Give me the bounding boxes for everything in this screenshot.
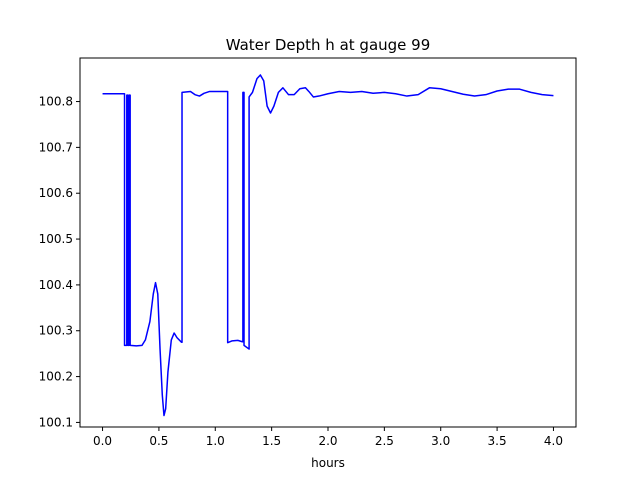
y-tick-label: 100.2 [39,370,73,384]
x-tick-label: 1.5 [262,434,281,448]
x-tick-label: 2.0 [318,434,337,448]
x-tick-label: 3.0 [431,434,450,448]
axes-background [80,58,576,427]
y-tick-label: 100.1 [39,415,73,429]
series-line [102,74,554,417]
x-tick-label: 0.5 [149,434,168,448]
y-tick-label: 100.5 [39,232,73,246]
y-tick-label: 100.4 [39,278,73,292]
x-tick-label: 3.5 [488,434,507,448]
y-tick-label: 100.6 [39,186,73,200]
x-tick-label: 4.0 [544,434,563,448]
x-tick-label: 0.0 [93,434,112,448]
x-tick-label: 1.0 [206,434,225,448]
x-axis: 0.0 0.5 1.0 1.5 2.0 2.5 3.0 3.5 4.0 [93,427,563,448]
series-layer [102,74,554,417]
x-axis-label: hours [311,456,345,470]
x-tick-label: 2.5 [375,434,394,448]
y-axis: 100.1 100.2 100.3 100.4 100.5 100.6 100.7 100.8 [39,95,80,429]
plot-area [80,58,576,427]
y-tick-label: 100.8 [39,95,73,109]
chart-title: Water Depth h at gauge 99 [226,36,431,54]
y-tick-label: 100.3 [39,324,73,338]
y-tick-label: 100.7 [39,140,73,154]
